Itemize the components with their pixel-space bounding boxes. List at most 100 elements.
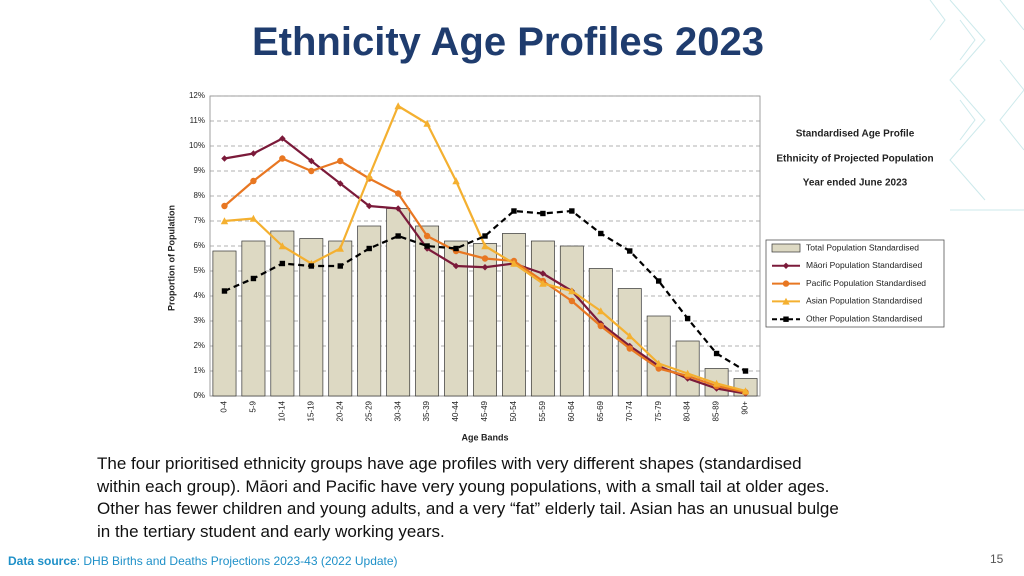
bar xyxy=(444,240,468,397)
annotation: Ethnicity of Projected Population xyxy=(776,154,933,165)
annotation: Standardised Age Profile xyxy=(796,129,915,140)
marker xyxy=(395,233,401,239)
marker xyxy=(655,278,662,284)
x-tick-label: 60-64 xyxy=(567,400,576,421)
marker xyxy=(597,307,605,315)
marker xyxy=(627,248,633,254)
marker xyxy=(452,262,460,270)
y-tick-label: 12% xyxy=(189,91,205,100)
legend-marker xyxy=(782,280,790,287)
marker xyxy=(540,210,546,217)
marker xyxy=(366,245,372,252)
x-tick-label: 45-49 xyxy=(480,400,489,421)
marker xyxy=(568,297,576,305)
legend-entry: Asian Population Standardised xyxy=(806,296,923,306)
marker xyxy=(712,379,721,387)
marker xyxy=(626,345,633,352)
bar xyxy=(241,240,266,397)
marker xyxy=(221,155,228,162)
legend-entry: Māori Population Standardised xyxy=(806,260,923,270)
y-tick-label: 11% xyxy=(190,116,205,125)
x-tick-label: 55-59 xyxy=(538,400,547,421)
x-tick-label: 10-14 xyxy=(277,400,286,421)
y-tick-label: 9% xyxy=(193,166,205,175)
marker xyxy=(278,242,287,250)
legend-entry: Other Population Standardised xyxy=(806,313,923,323)
bar xyxy=(675,340,700,397)
body-line: within each group). Māori and Pacific ha… xyxy=(97,476,830,496)
marker xyxy=(249,214,258,222)
body-text: The four prioritised ethnicity groups ha… xyxy=(97,453,839,543)
x-tick-label: 0-4 xyxy=(220,400,229,412)
bar xyxy=(415,225,440,397)
marker xyxy=(655,365,662,372)
footer-label: Data source xyxy=(8,554,77,568)
marker xyxy=(394,190,402,197)
footer-text: : DHB Births and Deaths Projections 2023… xyxy=(76,554,398,568)
marker xyxy=(337,263,343,269)
marker xyxy=(511,208,517,214)
x-tick-label: 85-89 xyxy=(712,400,721,421)
marker xyxy=(452,177,460,185)
marker xyxy=(684,315,691,322)
marker xyxy=(337,180,344,187)
x-tick-label: 20-24 xyxy=(335,400,344,421)
x-tick-label: 5-9 xyxy=(249,400,258,412)
x-tick-label: 40-44 xyxy=(451,400,460,421)
y-tick-label: 0% xyxy=(193,391,205,400)
legend-entry: Pacific Population Standardised xyxy=(806,278,926,288)
marker xyxy=(336,244,344,252)
bar xyxy=(617,288,642,397)
x-tick-label: 25-29 xyxy=(364,400,373,421)
y-tick-label: 1% xyxy=(193,366,205,375)
marker xyxy=(453,245,459,252)
marker xyxy=(279,135,286,142)
bar xyxy=(530,240,555,397)
legend-marker xyxy=(783,316,789,322)
marker xyxy=(308,167,315,175)
legend-marker xyxy=(782,262,790,269)
body-line: Other has fewer children and young adult… xyxy=(97,499,839,518)
x-tick-label: 65-69 xyxy=(596,400,605,421)
x-tick-label: 50-54 xyxy=(509,400,518,421)
x-tick-label: 70-74 xyxy=(625,400,634,421)
marker xyxy=(626,332,634,340)
y-tick-label: 3% xyxy=(193,316,205,325)
legend-swatch xyxy=(771,243,801,253)
marker xyxy=(279,260,286,267)
marker xyxy=(713,350,720,357)
legend-entry: Total Population Standardised xyxy=(806,242,919,252)
marker xyxy=(308,263,315,269)
annotation: Year ended June 2023 xyxy=(803,178,908,189)
bar xyxy=(559,245,584,397)
slide-title: Ethnicity Age Profiles 2023 xyxy=(251,20,765,64)
x-tick-label: 90+ xyxy=(741,401,750,415)
marker xyxy=(482,233,488,239)
y-tick-label: 7% xyxy=(193,216,205,225)
marker xyxy=(250,150,257,157)
marker xyxy=(481,264,489,271)
legend-marker xyxy=(782,297,790,305)
x-tick-label: 35-39 xyxy=(422,400,431,421)
x-axis-label: Age Bands xyxy=(461,432,508,442)
x-tick-label: 75-79 xyxy=(654,400,663,421)
page-number: 15 xyxy=(990,552,1004,566)
bar xyxy=(270,230,295,397)
marker xyxy=(423,119,431,127)
marker xyxy=(597,322,604,330)
legend-box xyxy=(765,239,945,328)
marker xyxy=(424,243,430,249)
marker xyxy=(510,259,518,267)
marker xyxy=(366,202,373,210)
marker xyxy=(221,202,228,210)
marker xyxy=(394,102,402,110)
y-tick-label: 2% xyxy=(193,341,205,350)
marker xyxy=(742,368,749,374)
marker xyxy=(481,255,489,262)
y-tick-label: 8% xyxy=(193,191,205,200)
body-line: in the tertiary student and early workin… xyxy=(97,521,445,541)
bar xyxy=(299,238,324,397)
marker xyxy=(220,217,229,225)
y-axis-label: Proportion of Population xyxy=(166,205,176,311)
